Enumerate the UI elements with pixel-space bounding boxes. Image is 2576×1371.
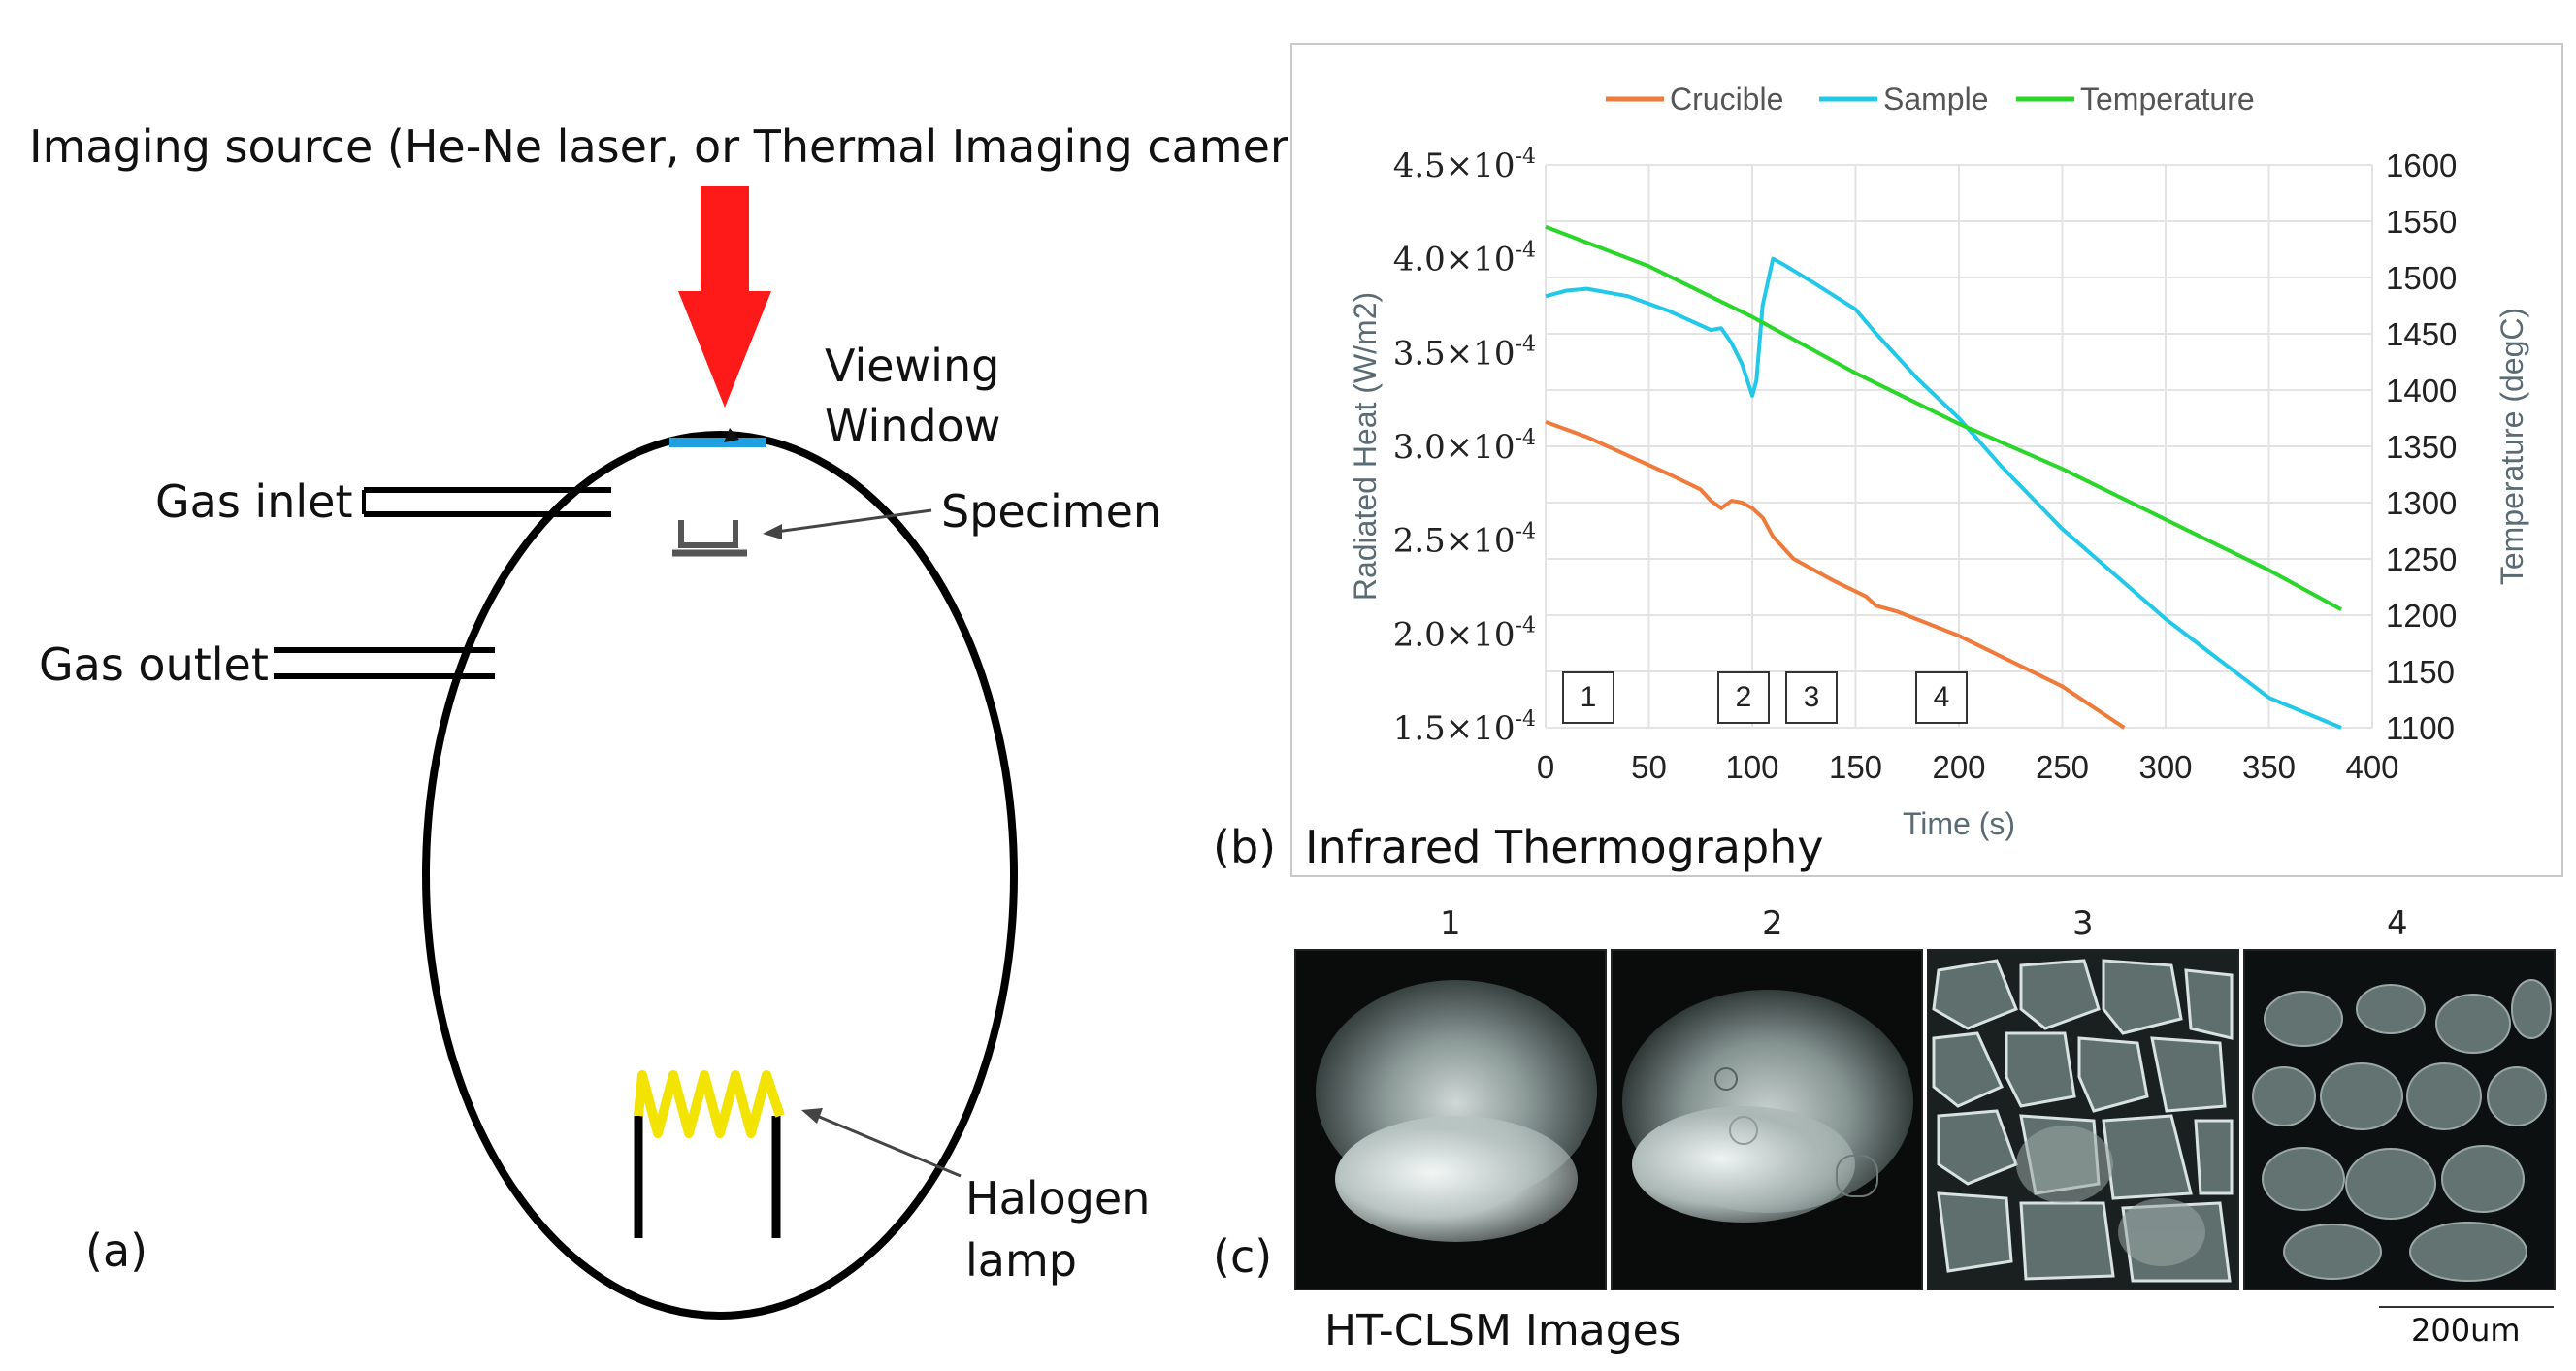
thermography-panel [1290,43,2563,877]
lamp-filament [634,1070,785,1138]
legend-label-crucible: Crucible [1670,82,1783,116]
image-number-3: 3 [2072,904,2094,943]
y2-tick-label: 1200 [2386,598,2457,634]
clsm-image-4 [2243,949,2556,1290]
y2-tick-label: 1100 [2386,710,2455,746]
scale-bar-label: 200um [2411,1312,2521,1349]
x-tick-label: 400 [2345,749,2398,785]
specimen-crucible [678,520,738,548]
clsm-image-2 [1611,949,1923,1290]
y2-tick-label: 1400 [2386,373,2457,408]
marker-3: 3 [1785,671,1838,724]
halogen-label-1: Halogen [965,1172,1151,1224]
gas-outlet-label: Gas outlet [39,638,269,691]
y-axis-title: Radiated Heat (W/m2) [1348,292,1383,601]
x-axis-title: Time (s) [1903,806,2015,841]
panel-c-caption: HT-CLSM Images [1324,1306,1681,1355]
y2-tick-label: 1150 [2386,654,2455,690]
clsm-image-3 [1927,949,2239,1290]
marker-1: 1 [1562,671,1614,724]
marker-2: 2 [1717,671,1770,724]
y2-axis-title: Temperature (degC) [2494,308,2529,585]
y-tick-label: 4.5×10-4 [1393,145,1536,185]
viewing-window-label-1: Viewing [825,340,1000,392]
chart-legend: Crucible Sample Temperature [1606,82,2255,116]
x-tick-label: 350 [2242,749,2296,785]
x-tick-label: 50 [1631,749,1667,785]
y-tick-label: 1.5×10-4 [1393,707,1536,748]
halogen-label-2: lamp [965,1234,1077,1287]
y-tick-label: 2.0×10-4 [1393,613,1536,654]
chart-series [1545,224,2343,730]
specimen-pointer-head [763,524,782,539]
halogen-pointer-head [801,1108,823,1124]
imaging-arrow [678,186,771,408]
viewing-window-label-2: Window [825,400,1001,452]
y-tick-label: 3.0×10-4 [1393,426,1536,467]
x-tick-label: 300 [2138,749,2192,785]
x-tick-label: 150 [1829,749,1882,785]
series-line-temperature [1545,224,2343,611]
series-line-crucible [1545,419,2126,730]
viewing-window-pointer [724,428,739,442]
y2-tick-label: 1450 [2386,316,2457,352]
imaging-source-label: Imaging source (He-Ne laser, or Thermal … [29,120,1333,173]
chamber-outline [422,431,1018,1320]
y-tick-label: 2.5×10-4 [1393,520,1536,561]
clsm-image-1 [1294,949,1607,1290]
x-tick-label: 200 [1932,749,1985,785]
specimen-pointer [775,508,932,534]
chamber-schematic: Imaging source (He-Ne laser, or Thermal … [0,0,1333,1366]
y2-tick-label: 1550 [2386,204,2457,240]
y2-tick-label: 1600 [2386,147,2457,183]
image-number-1: 1 [1440,904,1461,943]
halogen-pointer [816,1114,962,1178]
y2-tick-label: 1500 [2386,260,2457,296]
panel-b-label: (b) [1213,821,1277,873]
marker-4: 4 [1915,671,1968,724]
y2-tick-label: 1250 [2386,541,2457,577]
y-tick-label: 4.0×10-4 [1393,239,1536,279]
y2-tick-label: 1350 [2386,429,2457,465]
y2-tick-label: 1300 [2386,485,2457,521]
x-tick-label: 0 [1537,749,1554,785]
chamber-drawing [274,186,1018,1320]
y-tick-label: 3.5×10-4 [1393,332,1536,373]
legend-label-sample: Sample [1883,82,1989,116]
legend-label-temperature: Temperature [2080,82,2255,116]
specimen-label: Specimen [941,485,1162,538]
series-line-sample [1545,256,2342,730]
chart-grid [1545,164,2373,729]
x-tick-label: 100 [1725,749,1778,785]
image-number-4: 4 [2387,904,2408,943]
x-tick-label: 250 [2036,749,2089,785]
image-number-2: 2 [1762,904,1783,943]
gas-inlet-label: Gas inlet [155,475,353,528]
panel-b-caption: Infrared Thermography [1305,821,1824,873]
panel-c-label: (c) [1213,1230,1273,1283]
scale-bar [2379,1306,2554,1308]
panel-a-label: (a) [85,1224,148,1277]
